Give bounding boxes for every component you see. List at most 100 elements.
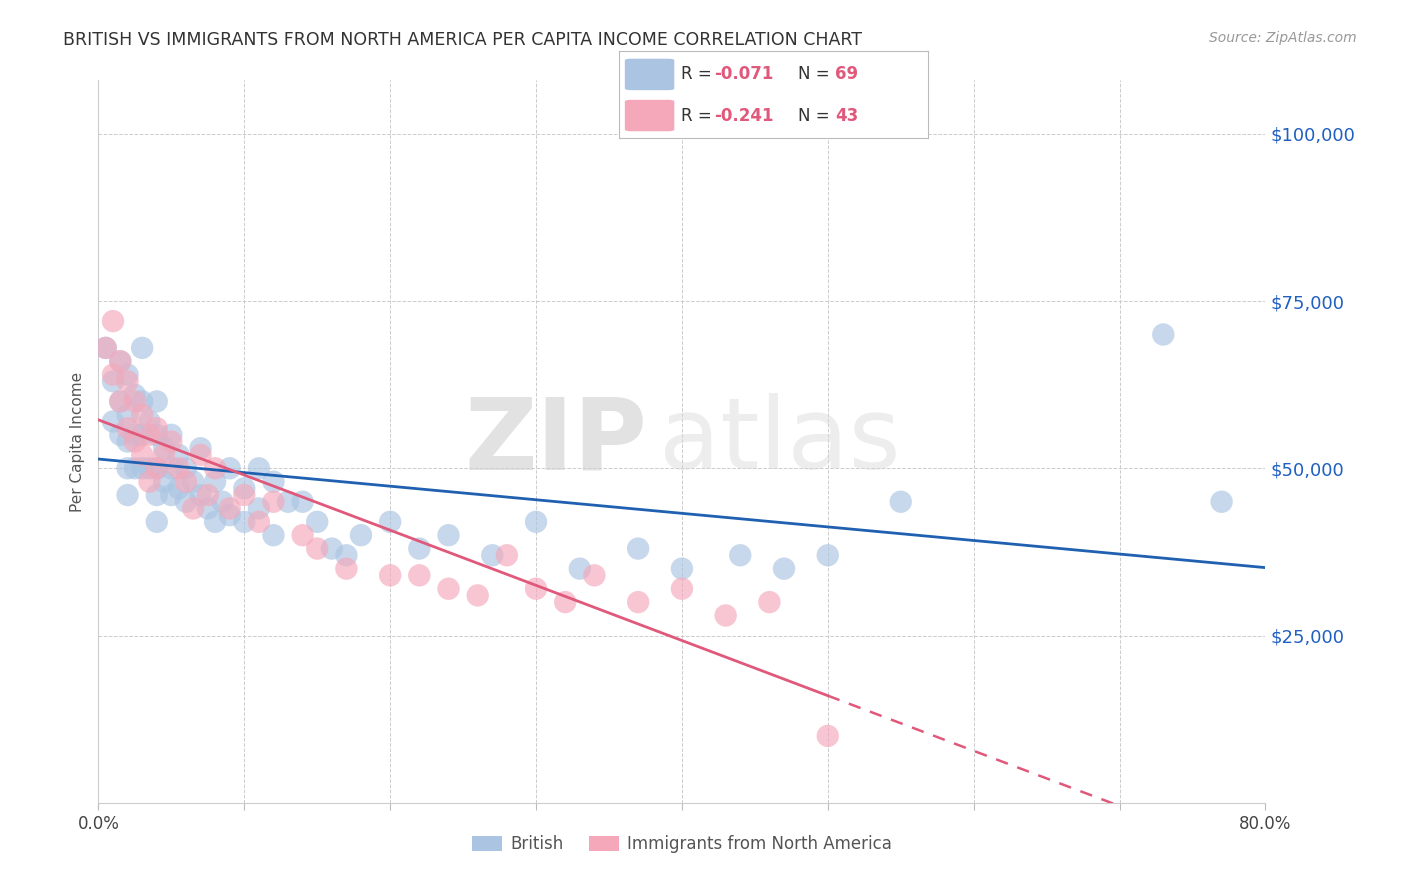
Point xyxy=(174,475,197,489)
Point xyxy=(204,461,226,475)
Point xyxy=(124,434,146,449)
Point xyxy=(153,448,176,462)
Point xyxy=(262,475,284,489)
Point xyxy=(204,515,226,529)
Point xyxy=(307,515,329,529)
Point xyxy=(190,441,212,455)
Text: N =: N = xyxy=(799,65,835,84)
Point xyxy=(817,729,839,743)
Point xyxy=(174,494,197,508)
Point xyxy=(218,461,240,475)
Text: R =: R = xyxy=(681,65,717,84)
Point xyxy=(131,408,153,422)
Point xyxy=(204,475,226,489)
Point xyxy=(380,515,402,529)
Point xyxy=(110,394,132,409)
Point xyxy=(124,387,146,401)
Text: -0.241: -0.241 xyxy=(714,106,775,125)
Point xyxy=(496,548,519,563)
Point xyxy=(167,482,190,496)
Point xyxy=(131,448,153,462)
Point xyxy=(146,421,169,435)
Point xyxy=(181,501,204,516)
Point xyxy=(524,582,547,596)
Point xyxy=(335,548,357,563)
Text: atlas: atlas xyxy=(658,393,900,490)
Point xyxy=(167,448,190,462)
Point xyxy=(890,494,912,508)
Point xyxy=(146,488,169,502)
Point xyxy=(197,488,219,502)
Point xyxy=(124,427,146,442)
Point xyxy=(1211,494,1233,508)
Point xyxy=(408,541,430,556)
Point xyxy=(110,427,132,442)
Point xyxy=(160,461,183,475)
Point xyxy=(146,461,169,475)
Point xyxy=(467,589,489,603)
Point xyxy=(583,568,606,582)
Point xyxy=(233,488,256,502)
Point xyxy=(101,368,124,382)
Point xyxy=(131,341,153,355)
Point xyxy=(94,341,117,355)
Point xyxy=(117,421,139,435)
Point xyxy=(568,562,591,576)
Point xyxy=(262,494,284,508)
FancyBboxPatch shape xyxy=(624,59,675,90)
Point xyxy=(101,314,124,328)
Point xyxy=(160,434,183,449)
Point xyxy=(307,541,329,556)
Text: BRITISH VS IMMIGRANTS FROM NORTH AMERICA PER CAPITA INCOME CORRELATION CHART: BRITISH VS IMMIGRANTS FROM NORTH AMERICA… xyxy=(63,31,862,49)
Point xyxy=(153,441,176,455)
Point xyxy=(117,368,139,382)
Point xyxy=(233,515,256,529)
Point xyxy=(190,448,212,462)
Point xyxy=(138,461,160,475)
Text: R =: R = xyxy=(681,106,717,125)
Point xyxy=(110,354,132,368)
Point xyxy=(262,528,284,542)
Point xyxy=(131,461,153,475)
Point xyxy=(110,394,132,409)
Point xyxy=(117,375,139,389)
Point xyxy=(321,541,343,556)
Point xyxy=(117,408,139,422)
Point xyxy=(218,501,240,516)
Point xyxy=(124,461,146,475)
Point xyxy=(277,494,299,508)
Point xyxy=(167,461,190,475)
Point xyxy=(437,582,460,596)
Point xyxy=(153,475,176,489)
Point xyxy=(627,595,650,609)
Point xyxy=(160,427,183,442)
Point xyxy=(817,548,839,563)
Point xyxy=(190,488,212,502)
Text: 69: 69 xyxy=(835,65,858,84)
Point xyxy=(730,548,752,563)
Point xyxy=(138,414,160,428)
FancyBboxPatch shape xyxy=(624,100,675,131)
Point xyxy=(110,354,132,368)
Text: Source: ZipAtlas.com: Source: ZipAtlas.com xyxy=(1209,31,1357,45)
Point xyxy=(124,394,146,409)
Point xyxy=(554,595,576,609)
Point xyxy=(1152,327,1174,342)
Point xyxy=(146,461,169,475)
Text: -0.071: -0.071 xyxy=(714,65,773,84)
Point xyxy=(101,414,124,428)
Y-axis label: Per Capita Income: Per Capita Income xyxy=(70,371,86,512)
Point xyxy=(335,562,357,576)
Point xyxy=(408,568,430,582)
Point xyxy=(197,501,219,516)
Point xyxy=(131,394,153,409)
Point xyxy=(218,508,240,523)
Point xyxy=(247,501,270,516)
Point xyxy=(524,515,547,529)
Point xyxy=(714,608,737,623)
Point xyxy=(94,341,117,355)
Point xyxy=(146,394,169,409)
Point xyxy=(291,494,314,508)
Point xyxy=(671,562,693,576)
Point xyxy=(247,461,270,475)
